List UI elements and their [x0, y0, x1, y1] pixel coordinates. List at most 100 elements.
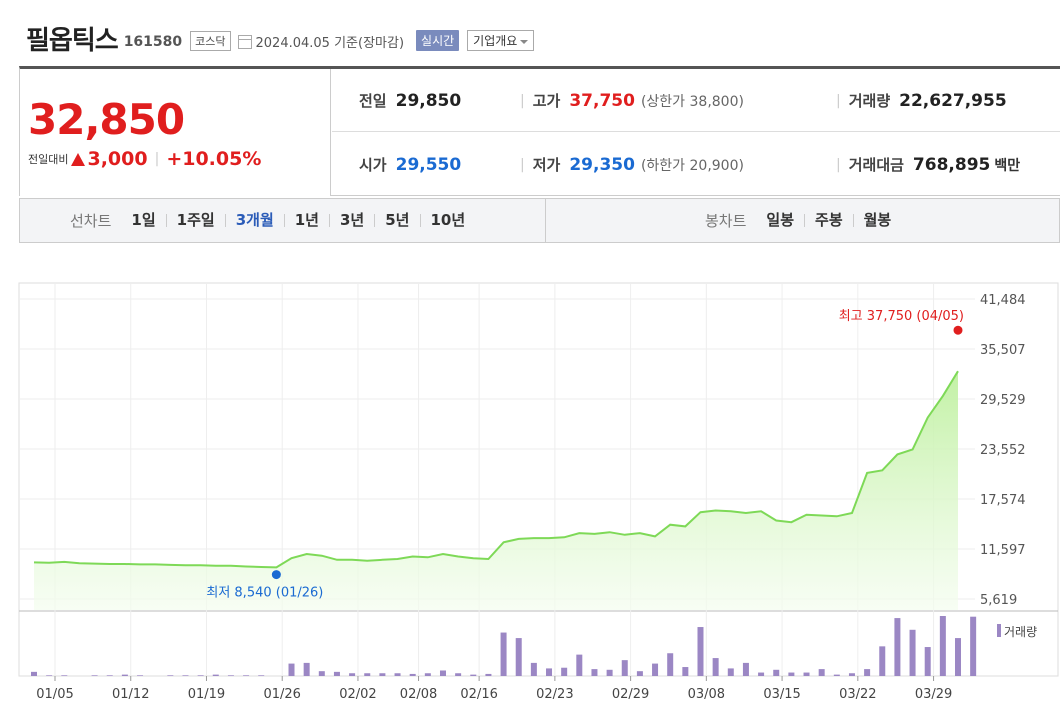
- trade-value-unit: 백만: [994, 157, 1021, 174]
- volume-bar: [333, 671, 340, 676]
- volume-bar: [924, 647, 931, 676]
- realtime-button[interactable]: 실시간: [416, 30, 460, 51]
- upper-limit-value: 38,800): [689, 93, 744, 110]
- volume-bar: [121, 674, 128, 676]
- line-tab-3[interactable]: 1년: [283, 213, 329, 228]
- period-bar: 선차트 1일 1주일 3개월 1년 3년 5년 10년 봉차트 일봉 주봉 월봉: [19, 198, 1060, 243]
- volume-bar: [455, 673, 462, 676]
- volume-bar: [515, 638, 522, 676]
- volume-legend-label: 거래량: [1004, 625, 1037, 639]
- market-badge: 코스닥: [190, 31, 231, 51]
- volume-bar: [318, 671, 325, 676]
- volume-bar: [197, 675, 204, 676]
- volume: | 거래량 22,627,955: [836, 69, 1007, 132]
- date-text: 2024.04.05: [255, 35, 330, 51]
- volume-bar: [636, 671, 643, 676]
- candle-tab-2[interactable]: 월봉: [852, 213, 902, 228]
- stock-header: 필옵틱스 161580 코스닥 2024.04.05 기준(장마감) 실시간 기…: [26, 20, 535, 56]
- volume-bar: [606, 669, 613, 676]
- volume-bar: [61, 675, 68, 676]
- volume-bar: [470, 674, 477, 676]
- volume-bar: [439, 670, 446, 676]
- max-marker: [953, 325, 963, 335]
- summary-row-1: 전일 29,850 | 고가 37,750 (상한가 38,800) | 거래량…: [332, 69, 1060, 132]
- lower-limit: (하한가 20,900): [641, 155, 744, 175]
- volume-bar: [379, 673, 386, 676]
- volume-bar: [879, 646, 886, 676]
- line-tab-0[interactable]: 1일: [131, 211, 156, 229]
- chevron-down-icon: [520, 39, 529, 44]
- high-price: | 고가 37,750 (상한가 38,800): [520, 69, 744, 132]
- chart-grid: [18, 282, 1059, 681]
- price-line: [33, 370, 959, 569]
- price-area-fill: [34, 371, 958, 610]
- candle-tab-0[interactable]: 일봉: [766, 211, 795, 229]
- open-value: 29,550: [395, 154, 462, 175]
- x-tick-label: 01/12: [112, 687, 149, 702]
- stock-name: 필옵틱스: [26, 25, 119, 56]
- volume-bar: [697, 627, 704, 676]
- x-tick-label: 02/02: [339, 687, 376, 702]
- volume-value: 22,627,955: [899, 90, 1007, 111]
- line-tab-2[interactable]: 3개월: [224, 213, 284, 228]
- trade-value-value: 768,895: [912, 154, 991, 175]
- y-tick-label: 23,552: [980, 443, 1026, 458]
- line-tab-5[interactable]: 5년: [374, 213, 419, 228]
- stock-code: 161580: [123, 34, 183, 50]
- volume-bar: [137, 675, 144, 676]
- volume-bar: [485, 673, 492, 676]
- low-price: | 저가 29,350 (하한가 20,900): [520, 133, 744, 196]
- volume-bar: [409, 673, 416, 676]
- x-tick-label: 03/15: [763, 687, 800, 702]
- line-tab-4[interactable]: 3년: [329, 213, 374, 228]
- divider: |: [520, 92, 525, 109]
- summary-row-2: 시가 29,550 | 저가 29,350 (하한가 20,900) | 거래대…: [332, 133, 1060, 196]
- volume-bar: [31, 671, 37, 676]
- volume-bar: [46, 675, 53, 676]
- volume-bar: [955, 638, 961, 676]
- volume-bar: [576, 654, 583, 676]
- x-tick-label: 01/19: [188, 687, 225, 702]
- volume-bar: [591, 669, 598, 676]
- x-tick-label: 01/05: [36, 687, 73, 702]
- volume-legend-swatch: [997, 624, 1001, 637]
- basis-text: 기준(장마감): [334, 35, 405, 51]
- line-tab-6[interactable]: 10년: [419, 213, 476, 228]
- divider: [545, 199, 546, 242]
- current-price-panel: 32,850 전일대비 3,000 | +10.05%: [20, 69, 331, 196]
- chart-labels: 41,484 35,507 29,529 23,552 17,574 11,597 5,61…: [36, 293, 1037, 702]
- x-tick-label: 02/08: [400, 687, 437, 702]
- volume-label: 거래량: [848, 92, 891, 110]
- company-overview-label: 기업개요: [473, 34, 518, 48]
- volume-bar: [530, 662, 537, 676]
- high-value: 37,750: [569, 90, 635, 111]
- volume-bars: [31, 616, 977, 676]
- volume-bar: [500, 632, 507, 676]
- low-label: 저가: [532, 156, 561, 174]
- volume-bar: [909, 629, 916, 676]
- volume-bar: [182, 675, 189, 676]
- volume-bar: [727, 668, 734, 676]
- open-price: 시가 29,550: [359, 133, 461, 196]
- company-overview-dropdown[interactable]: 기업개요: [467, 30, 535, 51]
- volume-bar: [894, 618, 901, 676]
- x-tick-label: 02/29: [612, 687, 649, 702]
- line-tab-1[interactable]: 1주일: [165, 213, 225, 228]
- volume-bar: [394, 673, 401, 676]
- prev-close-label: 전일: [359, 92, 387, 110]
- high-label: 고가: [532, 92, 561, 110]
- y-tick-label: 11,597: [980, 543, 1026, 558]
- line-chart-tabs: 선차트 1일 1주일 3개월 1년 3년 5년 10년: [70, 199, 475, 242]
- upper-limit: (상한가 38,800): [641, 91, 744, 111]
- change-info: 전일대비 3,000 | +10.05%: [28, 148, 261, 170]
- change-amount: 3,000: [87, 148, 148, 170]
- candle-tab-1[interactable]: 주봉: [804, 213, 853, 228]
- volume-bar: [833, 674, 840, 676]
- prev-close: 전일 29,850: [359, 69, 461, 132]
- volume-bar: [243, 675, 250, 676]
- volume-bar: [939, 616, 946, 676]
- basis-date: 2024.04.05 기준(장마감): [256, 32, 405, 51]
- volume-bar: [758, 672, 765, 676]
- volume-bar: [773, 669, 780, 676]
